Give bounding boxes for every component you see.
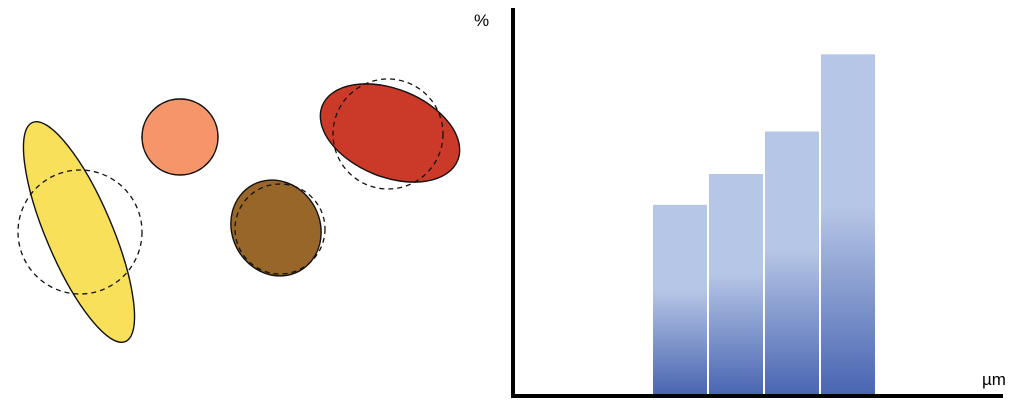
yellow-equivalent-circle <box>17 169 143 295</box>
y-axis-label: % <box>474 11 489 30</box>
red-ellipse-particle <box>319 83 461 183</box>
histogram-bar-4 <box>821 54 875 394</box>
orange-equivalent-circle <box>141 98 219 176</box>
particles-group <box>17 78 461 343</box>
histogram-bars <box>653 54 875 394</box>
brown-ellipse-particle <box>230 179 322 277</box>
histogram-bar-1 <box>653 204 707 394</box>
x-axis-label: µm <box>982 370 1006 389</box>
brown-equivalent-circle <box>234 183 326 275</box>
histogram-bar-3 <box>765 131 819 394</box>
yellow-ellipse-particle <box>22 121 136 343</box>
red-equivalent-circle <box>332 78 444 190</box>
histogram-bar-2 <box>709 173 763 394</box>
histogram-chart: % µm <box>474 8 1006 398</box>
